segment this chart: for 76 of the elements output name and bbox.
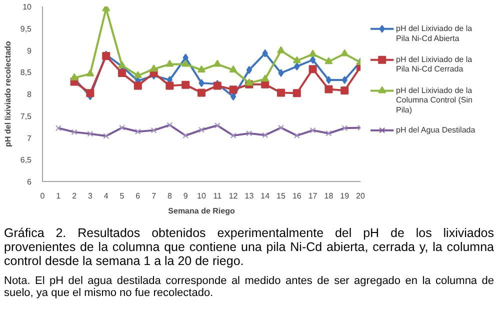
x-tick-label: 14 [260,192,270,200]
point [213,60,222,67]
point [342,76,348,84]
point [166,82,174,90]
x-tick-label: 11 [213,192,222,200]
x-tick-label: 16 [292,192,302,200]
x-tick-label: 0 [40,192,46,200]
text: Gráfica 2. Resultados obtenidos experimentalmente del pH de los lixiviados provenientes de la columna que contiene una pila Ni-Cd abierta, cerrada y, la columna control desde la semana 1 a la 20 de riego. [4,226,494,268]
x-axis-title: Semana de Riego [168,206,235,216]
point [326,76,332,84]
point [292,56,301,64]
point [198,65,206,72]
x-tick-label: 17 [308,192,318,200]
point [230,92,236,101]
point [150,64,158,72]
point [324,85,333,94]
x-tick-label: 10 [197,192,206,200]
y-axis-title: pH del lixiviado recolectado [3,40,12,147]
legend-label: pH del Lixiviado de la Pila Ni-Cd Abierta [396,24,473,43]
point [308,50,317,57]
x-tick-label: 7 [152,192,157,200]
x-tick-label: 3 [88,192,93,200]
x-tick-label: 13 [244,192,254,200]
y-tick-label: 6 [27,178,32,186]
point [340,86,349,94]
point [340,49,349,56]
point [308,65,317,74]
point [294,62,300,70]
point [292,89,301,98]
x-tick-label: 8 [167,192,172,200]
x-tick-label: 9 [183,192,188,200]
point [278,69,284,77]
point [262,49,268,58]
point [229,65,238,72]
x-tick-label: 18 [324,192,334,200]
point [166,60,174,67]
y-tick-label: 6,5 [20,156,32,165]
y-tick-label: 8 [27,90,32,99]
x-tick-label: 6 [136,192,141,200]
y-tick-label: 9 [27,46,32,56]
x-tick-label: 1 [56,192,62,200]
point [277,88,285,97]
legend-label: pH del Lixiviado de la Columna Control (Sin Pila) [396,86,473,115]
x-tick-label: 12 [228,192,238,200]
x-tick-label: 15 [276,192,286,200]
point [182,60,190,67]
point [277,46,285,54]
text: Nota. El pH del agua destilada corresponde al medido antes de ser agregado en la columna de suelo, ya que el mismo no fue recolectado. [4,275,494,300]
point [118,69,126,77]
point [261,74,270,82]
y-tick-label: 7 [27,134,32,143]
x-tick-label: 4 [104,192,109,200]
point [198,88,206,97]
y-tick-label: 9,5 [20,24,32,34]
x-tick-label: 19 [340,192,350,200]
y-tick-label: 8,5 [20,68,32,78]
point [229,86,238,94]
point [86,89,94,98]
y-tick-label: 10 [22,2,32,12]
point [182,80,190,89]
point [70,73,78,80]
point [182,54,188,62]
x-tick-label: 2 [72,192,78,200]
legend-label: pH del Agua Destilada [396,125,476,134]
point [134,71,142,78]
point [86,69,94,76]
x-tick-label: 5 [120,192,125,200]
y-tick-label: 7,5 [20,112,32,121]
point [134,82,142,90]
point [198,79,204,88]
legend-label: pH del Lixiviado de la Pila Ni-Cd Cerrada [396,54,473,74]
point [310,56,316,64]
point [245,78,254,86]
point [246,66,252,74]
point [324,57,333,64]
x-tick-label: 20 [356,192,366,200]
